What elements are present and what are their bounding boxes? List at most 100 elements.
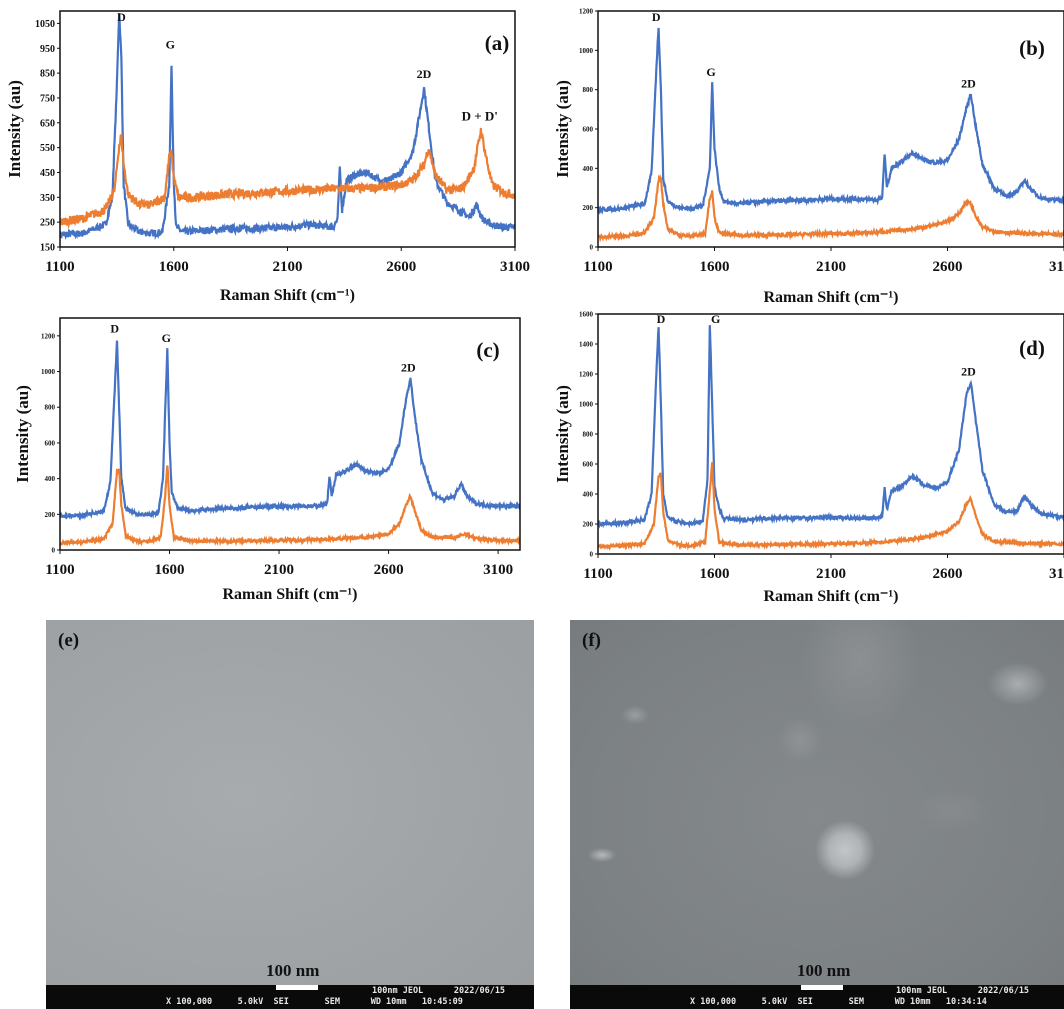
x-tick-label: 1100 bbox=[583, 566, 612, 582]
plot-frame bbox=[59, 10, 516, 248]
y-tick-label: 550 bbox=[40, 143, 55, 154]
y-tick-label: 0 bbox=[590, 550, 594, 558]
series-line-blue bbox=[60, 12, 515, 241]
y-tick-label: 850 bbox=[40, 69, 55, 80]
sem-texture-f bbox=[570, 620, 1064, 1009]
peak-annotation: G bbox=[706, 65, 715, 79]
panel-label-f: (f) bbox=[582, 630, 601, 651]
y-tick-label: 1200 bbox=[579, 7, 594, 15]
series-line-blue bbox=[598, 27, 1064, 216]
y-tick-label: 650 bbox=[40, 118, 55, 129]
y-tick-label: 1000 bbox=[41, 368, 56, 376]
y-tick-label: 0 bbox=[590, 243, 594, 251]
series-line-blue bbox=[60, 340, 520, 521]
y-tick-label: 950 bbox=[40, 44, 55, 55]
x-tick-label: 3100 bbox=[483, 562, 513, 578]
y-tick-label: 350 bbox=[40, 193, 55, 204]
sem-info-line1-f: 100nm JEOL 2022/06/15 bbox=[896, 986, 1030, 996]
plot-frame bbox=[59, 317, 521, 551]
peak-annotation: 2D bbox=[401, 361, 416, 375]
y-axis-title: Intensity (au) bbox=[553, 80, 572, 178]
y-axis-title: Intensity (au) bbox=[5, 80, 24, 178]
y-tick-label: 800 bbox=[583, 430, 594, 438]
y-axis-title: Intensity (au) bbox=[13, 385, 32, 483]
panel-label: (a) bbox=[485, 31, 510, 55]
peak-annotation: G bbox=[162, 331, 171, 345]
peak-annotation: 2D bbox=[961, 365, 976, 379]
panel-label: (c) bbox=[476, 338, 499, 362]
sem-image-e: (e) 100 nm 100nm JEOL 2022/06/15 X 100,0… bbox=[46, 620, 534, 1009]
raman-chart-d: 1100 1600 2100 2600 3100 0 200 400 600 800 1000 120… bbox=[553, 310, 1064, 605]
sem-info-line2-f: X 100,000 5.0kV SEI SEM WD 10mm 10:34:14 bbox=[690, 997, 987, 1007]
x-axis-title: Raman Shift (cm⁻¹) bbox=[222, 586, 357, 603]
y-tick-label: 1000 bbox=[579, 400, 594, 408]
raman-chart-a: 1100 1600 2100 2600 3100 150 250 350 450 550 650 75… bbox=[5, 10, 530, 304]
x-tick-label: 1600 bbox=[159, 259, 189, 275]
x-tick-label: 1100 bbox=[45, 562, 74, 578]
scale-bar-f bbox=[801, 985, 843, 990]
raman-panel-a: 1100 1600 2100 2600 3100 150 250 350 450 550 650 75… bbox=[0, 0, 532, 310]
x-tick-label: 1600 bbox=[155, 562, 185, 578]
series-line-orange bbox=[598, 173, 1064, 243]
y-tick-label: 600 bbox=[583, 460, 594, 468]
plot-frame bbox=[597, 10, 1064, 248]
series-line-orange bbox=[60, 127, 515, 230]
peak-annotation: 2D bbox=[961, 77, 976, 91]
y-tick-label: 200 bbox=[45, 511, 56, 519]
peak-annotation: D bbox=[117, 10, 126, 24]
raman-chart-b: 1100 1600 2100 2600 3100 0 200 400 600 800 1000 120… bbox=[553, 7, 1064, 306]
peak-annotation: D bbox=[110, 321, 119, 335]
peak-annotation: G bbox=[711, 312, 720, 326]
y-tick-label: 1200 bbox=[579, 370, 594, 378]
x-tick-label: 2600 bbox=[933, 566, 963, 582]
x-tick-label: 1100 bbox=[45, 259, 74, 275]
x-tick-label: 2600 bbox=[386, 259, 416, 275]
y-tick-label: 1400 bbox=[579, 340, 594, 348]
x-tick-label: 2600 bbox=[374, 562, 404, 578]
series-line-orange bbox=[598, 462, 1064, 551]
series-line-orange bbox=[60, 465, 520, 547]
panel-label-e: (e) bbox=[58, 630, 80, 651]
x-tick-label: 1600 bbox=[700, 259, 730, 275]
x-axis-title: Raman Shift (cm⁻¹) bbox=[763, 289, 898, 306]
y-tick-label: 800 bbox=[45, 404, 56, 412]
y-tick-label: 1000 bbox=[579, 47, 594, 55]
y-tick-label: 800 bbox=[583, 86, 594, 94]
y-tick-label: 600 bbox=[583, 125, 594, 133]
panel-label: (d) bbox=[1019, 336, 1045, 360]
y-axis-title: Intensity (au) bbox=[553, 385, 572, 483]
y-tick-label: 1600 bbox=[579, 310, 594, 318]
panel-label: (b) bbox=[1019, 36, 1045, 60]
x-tick-label: 1600 bbox=[700, 566, 730, 582]
peak-annotation: D bbox=[657, 312, 666, 326]
series-line-blue bbox=[598, 325, 1064, 529]
y-tick-label: 1200 bbox=[41, 332, 56, 340]
y-tick-label: 600 bbox=[45, 439, 56, 447]
scale-bar-label-f: 100 nm bbox=[797, 961, 851, 980]
scale-bar-e bbox=[276, 985, 318, 990]
x-tick-label: 3100 bbox=[1049, 566, 1064, 582]
scale-bar-label-e: 100 nm bbox=[266, 961, 320, 980]
x-axis-title: Raman Shift (cm⁻¹) bbox=[763, 588, 898, 605]
y-tick-label: 400 bbox=[45, 475, 56, 483]
y-tick-label: 0 bbox=[52, 546, 56, 554]
sem-info-line2-e: X 100,000 5.0kV SEI SEM WD 10mm 10:45:09 bbox=[166, 997, 463, 1007]
peak-annotation: D bbox=[652, 10, 661, 24]
sem-info-bar-e: 100nm JEOL 2022/06/15 X 100,000 5.0kV SE… bbox=[46, 985, 534, 1009]
y-tick-label: 450 bbox=[40, 168, 55, 179]
x-tick-label: 3100 bbox=[500, 259, 530, 275]
peak-annotation: 2D bbox=[417, 67, 432, 81]
y-tick-label: 400 bbox=[583, 165, 594, 173]
y-tick-label: 250 bbox=[40, 218, 55, 229]
sem-info-line1-e: 100nm JEOL 2022/06/15 bbox=[372, 986, 506, 996]
x-tick-label: 2100 bbox=[273, 259, 303, 275]
peak-annotation: G bbox=[166, 37, 175, 51]
x-tick-label: 1100 bbox=[583, 259, 612, 275]
x-axis-title: Raman Shift (cm⁻¹) bbox=[220, 287, 355, 304]
peak-annotation: D + D' bbox=[462, 108, 498, 123]
sem-info-bar-f: 100nm JEOL 2022/06/15 X 100,000 5.0kV SE… bbox=[570, 985, 1064, 1009]
x-tick-label: 2600 bbox=[933, 259, 963, 275]
y-tick-label: 750 bbox=[40, 93, 55, 104]
y-tick-label: 1050 bbox=[35, 19, 55, 30]
x-tick-label: 2100 bbox=[264, 562, 294, 578]
